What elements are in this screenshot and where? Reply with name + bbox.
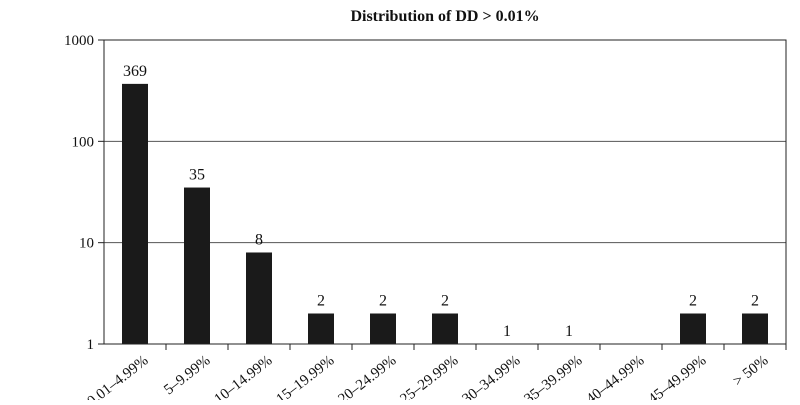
bar <box>742 313 768 344</box>
bar-layer <box>122 83 768 344</box>
y-tick-label: 1000 <box>64 33 94 49</box>
bar <box>122 83 148 344</box>
data-label: 8 <box>255 231 263 248</box>
tick-layer: 1 10 100 1000 0.01–4.99% 5–9.99%10–14.99%15–1… <box>64 33 787 405</box>
data-label: 2 <box>441 292 449 309</box>
x-tick-label: 25–29.99% <box>397 353 461 400</box>
bar <box>432 313 458 344</box>
x-tick-label: 45–49.99% <box>645 353 709 400</box>
data-label: 369 <box>123 63 147 80</box>
x-tick-label: 5–9.99% <box>161 353 213 399</box>
chart-title: Distribution of DD > 0.01% <box>350 8 540 25</box>
y-tick-label: 1 <box>87 337 95 353</box>
bar <box>680 313 706 344</box>
x-tick-label: 10–14.99% <box>211 353 275 400</box>
bar <box>184 187 210 344</box>
x-tick-label: > 50% <box>730 353 771 390</box>
data-label: 2 <box>317 292 325 309</box>
y-tick-label: 100 <box>72 134 95 150</box>
data-label: 2 <box>689 292 697 309</box>
data-label: 2 <box>379 292 387 309</box>
bar <box>308 313 334 344</box>
bar <box>370 313 396 344</box>
data-label-layer: 369 35 8 2 2 2 1 1 2 2 <box>123 63 759 340</box>
x-tick-label: 20–24.99% <box>335 353 399 400</box>
x-tick-label: 35–39.99% <box>521 353 585 400</box>
data-label: 2 <box>751 292 759 309</box>
y-tick-label: 10 <box>79 236 94 252</box>
x-tick-label: 30–34.99% <box>459 353 523 400</box>
x-tick-label: 0.01–4.99% <box>84 353 151 400</box>
data-label: 1 <box>565 323 573 340</box>
data-label: 1 <box>503 323 511 340</box>
x-tick-label: 40–44.99% <box>583 353 647 400</box>
bar <box>246 252 272 344</box>
x-tick-label: 15–19.99% <box>273 353 337 400</box>
data-label: 35 <box>189 167 205 184</box>
plot-frame <box>103 39 787 345</box>
